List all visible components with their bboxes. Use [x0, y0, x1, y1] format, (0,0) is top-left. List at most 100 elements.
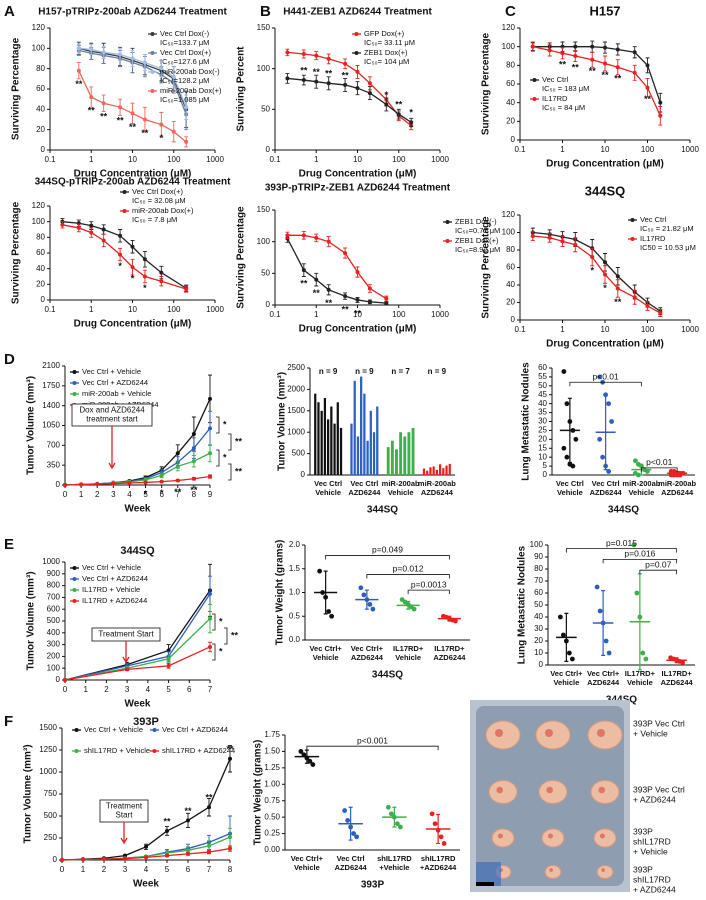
- photo-label: shIL17RD: [633, 836, 671, 846]
- y-tick-label: 1.25: [264, 763, 280, 772]
- ic50-label: IC₅₀= 33.11 μM: [364, 38, 415, 47]
- photo-label: + AZD6244: [633, 794, 676, 804]
- category-label: +Vehicle: [379, 863, 409, 872]
- data-point: [310, 762, 316, 767]
- n-label: n = 9: [355, 367, 374, 376]
- scale-bar: [476, 882, 494, 886]
- sd-bar: [447, 615, 452, 622]
- y-tick-label: 30: [538, 417, 547, 426]
- data-point: [597, 436, 603, 442]
- y-tick-label: 150: [257, 205, 271, 214]
- category-label: AZD6244: [587, 678, 620, 687]
- comparison-label: p=0.015: [606, 538, 637, 548]
- bar: [314, 393, 317, 475]
- bar: [317, 402, 320, 475]
- y-tick-label: 80: [36, 64, 45, 73]
- x-tick-label: 1000: [431, 310, 449, 319]
- comparison-bracket: [569, 381, 642, 387]
- chart-title: H441-ZEB1 AZD6244 Treatment: [283, 7, 432, 18]
- series-line: [532, 46, 661, 117]
- category-label: Vec Ctrl: [556, 479, 584, 488]
- bar: [445, 465, 448, 475]
- significance: **: [75, 79, 83, 89]
- x-tick-label: 3: [123, 865, 128, 874]
- y-tick-label: 80: [36, 232, 45, 241]
- x-axis-label: Week: [125, 504, 151, 515]
- y-tick-label: 0: [511, 315, 516, 324]
- legend-marker: [72, 599, 77, 603]
- y-tick-label: 0: [56, 675, 61, 684]
- bar: [442, 468, 445, 475]
- x-tick-label: 0.1: [269, 310, 281, 319]
- bar: [326, 419, 330, 475]
- bracket: [216, 416, 220, 434]
- y-tick-label: 1000: [39, 767, 57, 776]
- y-tick-label: 20: [36, 125, 45, 134]
- bar: [339, 427, 343, 475]
- data-point: [615, 47, 620, 52]
- bar: [333, 423, 336, 475]
- x-tick-label: 10: [601, 145, 610, 154]
- bracket: [224, 627, 228, 645]
- data-point: [632, 458, 638, 464]
- significance: *: [118, 261, 122, 271]
- data-point: [603, 638, 609, 644]
- x-tick-label: 3: [111, 490, 116, 499]
- data-point: [560, 51, 565, 56]
- y-tick-label: 1500: [287, 406, 305, 415]
- data-point: [615, 286, 620, 291]
- ic50-label: IC₅₀ = 183 μM: [542, 84, 589, 93]
- x-tick-label: 9: [208, 490, 213, 499]
- legend-label: miR-200ab Dox(+): [132, 206, 194, 215]
- data-point: [208, 451, 212, 456]
- bracket: [216, 449, 220, 467]
- category-label: IL17RD+: [393, 644, 424, 653]
- data-point: [314, 235, 319, 240]
- significance: **: [300, 279, 308, 289]
- bracket-label: **: [231, 630, 239, 640]
- y-tick-label: 0.00: [264, 845, 280, 854]
- tumor: [541, 828, 565, 848]
- significance: *: [144, 489, 148, 499]
- tumor-spot: [597, 729, 605, 737]
- y-axis-label: Lung Metastatic Nodules: [517, 545, 528, 664]
- y-tick-label: 600: [47, 604, 61, 613]
- data-point: [632, 70, 637, 75]
- y-tick-label: 2100: [42, 361, 60, 370]
- data-point: [101, 227, 106, 232]
- bar: [429, 467, 432, 475]
- data-point: [175, 464, 180, 469]
- data-point: [351, 831, 357, 836]
- bar: [350, 423, 353, 475]
- tumor: [485, 720, 521, 750]
- x-tick-label: 1: [81, 865, 86, 874]
- category-label: IL17RD+: [662, 669, 693, 678]
- category-label: Vehicle: [627, 678, 653, 687]
- data-point: [298, 749, 304, 754]
- y-tick-label: 1.50: [264, 747, 280, 756]
- category-label: miR-200ab: [658, 479, 696, 488]
- tumor: [491, 828, 515, 848]
- data-point: [184, 139, 189, 144]
- significance: **: [354, 308, 362, 318]
- y-tick-label: 100: [32, 43, 46, 52]
- series-line: [532, 231, 661, 312]
- tumor-spot: [547, 833, 553, 839]
- y-tick-label: 60: [534, 588, 543, 597]
- legend-label: ZEB1 Dox(-): [455, 217, 497, 226]
- x-tick-label: 10: [601, 325, 610, 334]
- tumor: [596, 865, 614, 879]
- data-point: [345, 818, 351, 823]
- chart-title: 344SQ: [120, 545, 155, 557]
- series-line: [64, 427, 211, 486]
- data-point: [573, 242, 578, 247]
- data-point: [101, 238, 106, 243]
- data-point: [396, 112, 401, 117]
- data-point: [118, 252, 123, 257]
- y-tick-label: 120: [32, 23, 46, 32]
- bar: [435, 469, 439, 475]
- significance: *: [143, 283, 147, 293]
- bracket: [228, 463, 232, 481]
- bracket-label: *: [219, 646, 223, 656]
- comparison-bracket: [325, 555, 450, 560]
